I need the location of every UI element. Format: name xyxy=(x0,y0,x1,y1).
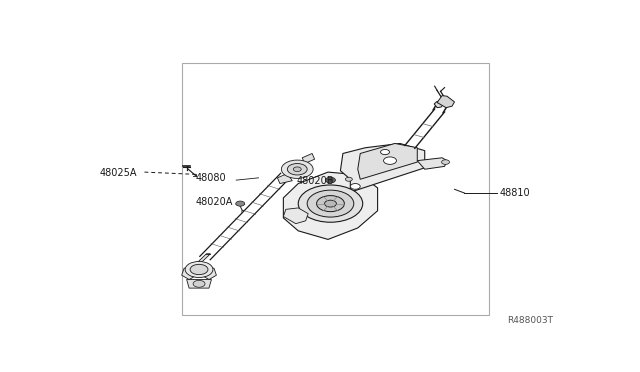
Polygon shape xyxy=(277,173,292,183)
Text: 48025A: 48025A xyxy=(100,168,138,178)
Circle shape xyxy=(346,177,352,181)
Circle shape xyxy=(383,157,396,164)
Polygon shape xyxy=(284,172,378,240)
Polygon shape xyxy=(434,101,444,108)
Polygon shape xyxy=(198,254,211,262)
Circle shape xyxy=(317,196,344,212)
Circle shape xyxy=(381,150,390,155)
Polygon shape xyxy=(204,268,216,279)
Text: R488003T: R488003T xyxy=(508,316,554,325)
Circle shape xyxy=(282,160,313,179)
Text: 48020A: 48020A xyxy=(196,197,233,207)
Circle shape xyxy=(324,200,337,207)
Circle shape xyxy=(442,160,449,164)
Circle shape xyxy=(328,179,333,182)
Polygon shape xyxy=(437,96,454,108)
Polygon shape xyxy=(417,158,447,169)
Bar xyxy=(182,63,489,315)
Text: 48080: 48080 xyxy=(196,173,226,183)
Polygon shape xyxy=(187,279,211,288)
Circle shape xyxy=(298,185,363,222)
Polygon shape xyxy=(284,208,308,224)
Text: 48810: 48810 xyxy=(499,188,530,198)
Polygon shape xyxy=(182,268,194,279)
Circle shape xyxy=(236,201,244,206)
Circle shape xyxy=(190,264,208,275)
Circle shape xyxy=(326,177,335,183)
Circle shape xyxy=(185,262,213,278)
Polygon shape xyxy=(358,144,417,179)
Circle shape xyxy=(307,190,354,217)
Polygon shape xyxy=(340,144,425,192)
Circle shape xyxy=(293,167,301,171)
Polygon shape xyxy=(302,154,315,164)
Circle shape xyxy=(193,280,205,287)
Text: 48020B: 48020B xyxy=(296,176,333,186)
Circle shape xyxy=(287,164,307,175)
Circle shape xyxy=(350,183,360,189)
